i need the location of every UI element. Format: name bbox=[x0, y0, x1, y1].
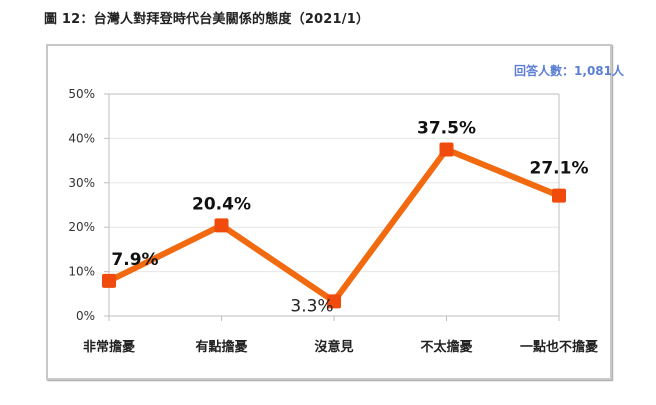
y-axis-ticks: 0% 10% 20% 30% 40% 50% bbox=[68, 87, 95, 323]
data-markers bbox=[102, 142, 566, 309]
data-marker bbox=[552, 188, 566, 203]
x-category-label: 沒意見 bbox=[314, 339, 353, 355]
data-marker bbox=[439, 142, 454, 157]
data-label: 27.1% bbox=[530, 159, 589, 179]
data-label: 7.9% bbox=[111, 250, 158, 270]
data-marker bbox=[327, 294, 341, 309]
chart-title: 圖 12：台灣人對拜登時代台美關係的態度（2021/1） bbox=[44, 12, 370, 27]
data-label: 3.3% bbox=[290, 296, 333, 316]
y-tick-label: 20% bbox=[68, 220, 95, 234]
data-label: 20.4% bbox=[192, 194, 251, 214]
y-tick-label: 10% bbox=[68, 265, 95, 279]
data-labels: 7.9% 20.4% 3.3% 37.5% 27.1% bbox=[111, 119, 588, 317]
y-tick-label: 50% bbox=[68, 87, 95, 101]
respondent-count: 回答人數：1,081人 bbox=[514, 64, 624, 78]
x-category-label: 有點擔憂 bbox=[195, 339, 247, 355]
series-line bbox=[107, 146, 561, 305]
x-axis-categories: 非常擔憂 有點擔憂 沒意見 不太擔憂 一點也不擔憂 bbox=[83, 339, 598, 355]
data-marker bbox=[102, 273, 116, 288]
y-tick-label: 30% bbox=[68, 176, 95, 190]
chart-frame bbox=[46, 44, 612, 380]
y-tick-label: 40% bbox=[68, 131, 95, 145]
data-label: 37.5% bbox=[417, 119, 476, 139]
data-marker bbox=[214, 218, 229, 233]
axes bbox=[104, 93, 560, 321]
x-category-label: 不太擔憂 bbox=[420, 339, 472, 355]
x-category-label: 非常擔憂 bbox=[83, 339, 135, 355]
x-category-label: 一點也不擔憂 bbox=[520, 339, 598, 355]
y-tick-label: 0% bbox=[76, 309, 95, 323]
